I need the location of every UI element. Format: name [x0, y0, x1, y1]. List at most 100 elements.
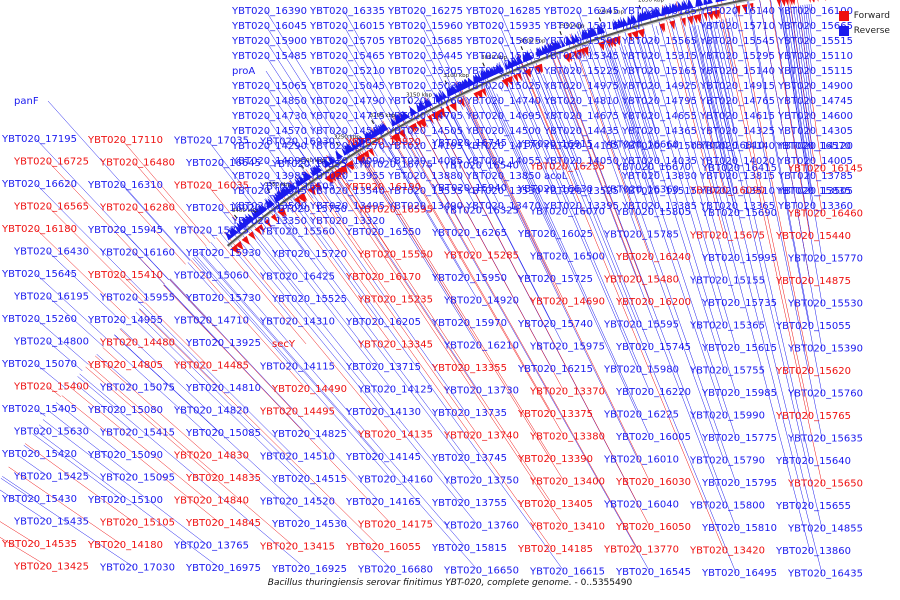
forward-gene-label: YBT020_16200: [615, 297, 691, 308]
forward-feature: [346, 160, 355, 170]
reverse-gene-label: YBT020_15815: [431, 543, 507, 554]
reverse-feature: [390, 117, 398, 127]
reverse-gene-label: YBT020_15810: [701, 523, 777, 534]
leader-line: [302, 171, 393, 300]
leader-line: [392, 114, 639, 550]
reverse-gene-label: YBT020_14705: [387, 111, 463, 122]
reverse-gene-label: YBT020_15805: [615, 207, 691, 218]
reverse-swatch: [838, 25, 849, 36]
reverse-gene-label: YBT020_15060: [173, 271, 249, 282]
reverse-gene-label: YBT020_14955: [87, 315, 163, 326]
reverse-gene-label: YBT020_13735: [431, 408, 507, 419]
reverse-feature: [699, 0, 704, 7]
leader-line: [806, 4, 813, 42]
reverse-feature: [298, 175, 307, 185]
reverse-gene-label: YBT020_16745: [431, 138, 507, 149]
leader-line: [35, 408, 46, 417]
forward-feature: [669, 20, 675, 30]
reverse-gene-label: YBT020_16335: [309, 6, 385, 17]
forward-feature: [235, 240, 244, 251]
reverse-gene-label: YBT020_15545: [699, 36, 775, 47]
kbp-tick-label: 3100 kbp: [443, 73, 469, 79]
reverse-gene-label: YBT020_16160: [99, 247, 175, 258]
reverse-gene-label: YBT020_14020: [699, 156, 775, 167]
forward-feature: [394, 132, 402, 142]
forward-gene-label: YBT020_13425: [13, 562, 89, 573]
leader-line: [219, 162, 255, 208]
leader-line: [565, 35, 639, 235]
reverse-gene-label: YBT020_13815: [699, 171, 775, 182]
leader-line: [499, 10, 529, 81]
reverse-feature: [335, 150, 343, 160]
forward-feature: [789, 0, 793, 6]
forward-gene-label: YBT020_16090: [689, 185, 765, 196]
leader-line: [490, 96, 501, 117]
leader-line: [466, 107, 501, 177]
kbp-tick: [300, 164, 305, 169]
leader-line: [35, 273, 110, 341]
kbp-tick: [444, 80, 448, 85]
leader-line: [517, 54, 565, 167]
reverse-gene-label: YBT020_16930: [259, 136, 335, 147]
leader-line: [571, 33, 725, 461]
reverse-gene-label: YBT020_14090: [309, 156, 385, 167]
reverse-gene-label: YBT020_15445: [387, 51, 463, 62]
reverse-gene-label: YBT020_16310: [87, 180, 163, 191]
forward-feature: [693, 14, 698, 25]
forward-feature: [367, 147, 375, 157]
forward-feature: [749, 2, 754, 13]
reverse-gene-label: YBT020_15415: [99, 427, 175, 438]
reverse-gene-label: YBT020_14800: [13, 337, 89, 348]
reverse-gene-label: YBT020_13365: [699, 201, 775, 212]
leader-line: [793, 6, 813, 132]
leader-line: [205, 246, 467, 549]
forward-feature: [507, 76, 513, 86]
reverse-feature: [567, 36, 573, 46]
reverse-gene-label: YBT020_15525: [271, 294, 347, 305]
reverse-gene-label: YBT020_13510: [699, 186, 775, 197]
forward-gene-label: YBT020_13380: [529, 431, 605, 442]
reverse-gene-label: fucI: [622, 21, 640, 32]
reverse-feature: [556, 39, 562, 49]
leader-line: [628, 43, 657, 132]
reverse-gene-label: YBT020_14915: [699, 81, 775, 92]
forward-feature: [314, 182, 322, 192]
reverse-gene-label: YBT020_13985: [231, 171, 307, 182]
leader-line: [704, 0, 811, 462]
leader-line: [207, 185, 237, 222]
leader-line: [759, 0, 823, 349]
leader-line: [350, 140, 479, 346]
reverse-feature: [267, 198, 275, 207]
leader-line: [323, 157, 479, 391]
reverse-gene-label: YBT020_14120: [777, 141, 853, 152]
reverse-gene-label: YBT020_13955: [309, 171, 385, 182]
leader-line: [650, 37, 657, 57]
leader-line: [460, 110, 501, 192]
reverse-gene-label: YBT020_14130: [345, 407, 421, 418]
reverse-gene-label: YBT020_15640: [775, 456, 851, 467]
reverse-gene-label: YBT020_15745: [615, 342, 691, 353]
forward-gene-label: YBT020_15650: [787, 479, 863, 490]
leader-line: [638, 11, 737, 348]
leader-line: [722, 19, 735, 72]
reverse-feature: [560, 38, 566, 48]
reverse-gene-label: YBT020_14615: [699, 111, 775, 122]
leader-line: [619, 46, 657, 162]
reverse-feature: [441, 90, 448, 100]
reverse-gene-label: YBT020_16185: [621, 6, 697, 17]
reverse-feature: [632, 14, 638, 24]
reverse-gene-label: YBT020_14325: [699, 126, 775, 137]
leader-line: [121, 184, 191, 261]
forward-gene-label: YBT020_15765: [775, 411, 851, 422]
forward-gene-label: YBT020_15440: [775, 231, 851, 242]
leader-line: [604, 51, 657, 207]
leader-line: [790, 6, 813, 147]
reverse-gene-label: YBT020_14365: [621, 126, 697, 137]
reverse-gene-label: YBT020_16360: [603, 185, 679, 196]
kbp-tick: [407, 99, 411, 104]
leader-line: [281, 186, 381, 323]
reverse-gene-label: YBT020_16680: [357, 565, 433, 576]
leader-line: [216, 237, 307, 345]
reverse-gene-label: YBT020_13360: [777, 201, 853, 212]
reverse-gene-label: YBT020_14270: [309, 141, 385, 152]
